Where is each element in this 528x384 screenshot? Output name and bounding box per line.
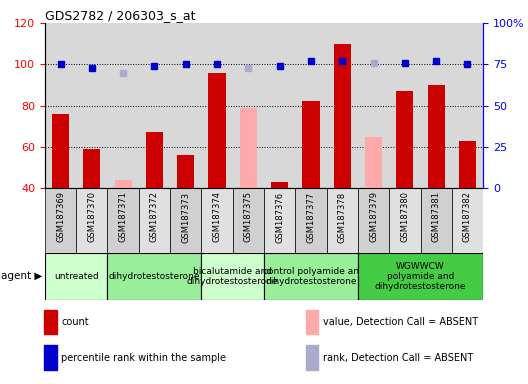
- Text: GSM187382: GSM187382: [463, 192, 472, 242]
- Bar: [170, 23, 201, 188]
- Bar: [452, 188, 483, 253]
- Bar: [459, 141, 476, 188]
- Text: GSM187379: GSM187379: [369, 192, 378, 242]
- Bar: [327, 188, 358, 253]
- Text: WGWWCW
polyamide and
dihydrotestosterone: WGWWCW polyamide and dihydrotestosterone: [375, 262, 466, 291]
- Bar: [365, 137, 382, 188]
- Bar: [45, 23, 76, 188]
- Bar: [146, 132, 163, 188]
- Bar: [358, 188, 389, 253]
- Bar: [358, 253, 483, 300]
- Bar: [139, 188, 170, 253]
- Bar: [44, 310, 56, 334]
- Bar: [420, 188, 452, 253]
- Bar: [233, 188, 264, 253]
- Text: GSM187373: GSM187373: [181, 192, 190, 243]
- Bar: [45, 188, 76, 253]
- Text: rank, Detection Call = ABSENT: rank, Detection Call = ABSENT: [323, 353, 474, 362]
- Bar: [76, 188, 108, 253]
- Text: GSM187369: GSM187369: [56, 192, 65, 242]
- Text: GSM187374: GSM187374: [213, 192, 222, 242]
- Text: dihydrotestosterone: dihydrotestosterone: [109, 272, 200, 281]
- Bar: [306, 346, 318, 370]
- Bar: [420, 23, 452, 188]
- Bar: [45, 253, 108, 300]
- Bar: [170, 188, 201, 253]
- Bar: [139, 23, 170, 188]
- Bar: [201, 188, 233, 253]
- Bar: [358, 23, 389, 188]
- Bar: [201, 253, 264, 300]
- Text: control polyamide an
dihydrotestosterone: control polyamide an dihydrotestosterone: [263, 267, 359, 286]
- Bar: [108, 253, 201, 300]
- Text: value, Detection Call = ABSENT: value, Detection Call = ABSENT: [323, 317, 478, 327]
- Bar: [240, 108, 257, 188]
- Bar: [389, 188, 420, 253]
- Bar: [76, 23, 108, 188]
- Text: GDS2782 / 206303_s_at: GDS2782 / 206303_s_at: [45, 9, 195, 22]
- Bar: [177, 155, 194, 188]
- Bar: [233, 23, 264, 188]
- Text: agent ▶: agent ▶: [1, 271, 42, 281]
- Bar: [428, 85, 445, 188]
- Text: GSM187370: GSM187370: [87, 192, 96, 242]
- Bar: [306, 310, 318, 334]
- Bar: [389, 23, 420, 188]
- Text: GSM187375: GSM187375: [244, 192, 253, 242]
- Text: untreated: untreated: [54, 272, 99, 281]
- Bar: [396, 91, 413, 188]
- Bar: [108, 23, 139, 188]
- Text: GSM187377: GSM187377: [306, 192, 315, 243]
- Bar: [295, 188, 327, 253]
- Text: percentile rank within the sample: percentile rank within the sample: [61, 353, 227, 362]
- Text: GSM187381: GSM187381: [432, 192, 441, 242]
- Text: GSM187372: GSM187372: [150, 192, 159, 242]
- Bar: [452, 23, 483, 188]
- Bar: [271, 182, 288, 188]
- Bar: [44, 346, 56, 370]
- Text: GSM187376: GSM187376: [275, 192, 284, 243]
- Bar: [327, 23, 358, 188]
- Bar: [303, 101, 319, 188]
- Text: bicalutamide and
dihydrotestosterone: bicalutamide and dihydrotestosterone: [187, 267, 278, 286]
- Bar: [83, 149, 100, 188]
- Text: count: count: [61, 317, 89, 327]
- Bar: [108, 188, 139, 253]
- Bar: [52, 114, 69, 188]
- Bar: [201, 23, 233, 188]
- Bar: [334, 44, 351, 188]
- Bar: [264, 253, 358, 300]
- Bar: [295, 23, 327, 188]
- Text: GSM187371: GSM187371: [119, 192, 128, 242]
- Text: GSM187380: GSM187380: [400, 192, 409, 242]
- Bar: [209, 73, 225, 188]
- Bar: [115, 180, 132, 188]
- Bar: [264, 23, 295, 188]
- Bar: [264, 188, 295, 253]
- Text: GSM187378: GSM187378: [338, 192, 347, 243]
